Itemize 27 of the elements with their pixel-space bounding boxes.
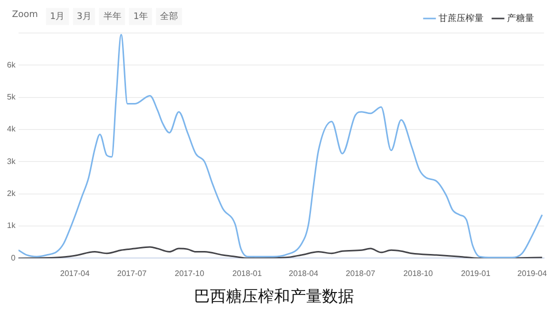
y-tick-label: 5k bbox=[6, 92, 16, 102]
text: 1月 bbox=[46, 8, 69, 25]
y-tick-label: 3k bbox=[6, 156, 16, 166]
line-series bbox=[18, 246, 543, 258]
y-tick-label: 0 bbox=[10, 253, 16, 262]
x-tick-label: 2018-07 bbox=[346, 269, 376, 278]
x-tick-label: 2017-07 bbox=[117, 269, 148, 278]
text: 全部 bbox=[156, 8, 182, 25]
x-tick-label: 2017-10 bbox=[174, 269, 205, 278]
x-tick-label: 2018-04 bbox=[288, 269, 319, 278]
x-tick-label: 2019-04 bbox=[517, 269, 548, 278]
x-tick-label: 2018-10 bbox=[403, 269, 434, 278]
y-tick-label: 1k bbox=[6, 221, 16, 230]
text: 3月 bbox=[72, 8, 96, 25]
y-tick-label: 2k bbox=[6, 189, 16, 198]
x-tick-label: 2019-01 bbox=[461, 269, 491, 278]
x-tick-label: 2017-04 bbox=[60, 269, 90, 278]
y-tick-label: 4k bbox=[6, 124, 16, 134]
y-tick-label: 6k bbox=[6, 60, 16, 70]
text: 巴西糖压榨和产量数据 bbox=[194, 286, 354, 306]
line-series bbox=[18, 34, 543, 258]
text: 1年 bbox=[129, 8, 152, 25]
x-tick-label: 2018-01 bbox=[232, 269, 262, 278]
text: 半年 bbox=[99, 8, 126, 25]
text: Zoom bbox=[11, 9, 39, 22]
legend-label: 甘蔗压榨量 bbox=[438, 12, 484, 23]
legend-label: 产糖量 bbox=[507, 12, 534, 23]
